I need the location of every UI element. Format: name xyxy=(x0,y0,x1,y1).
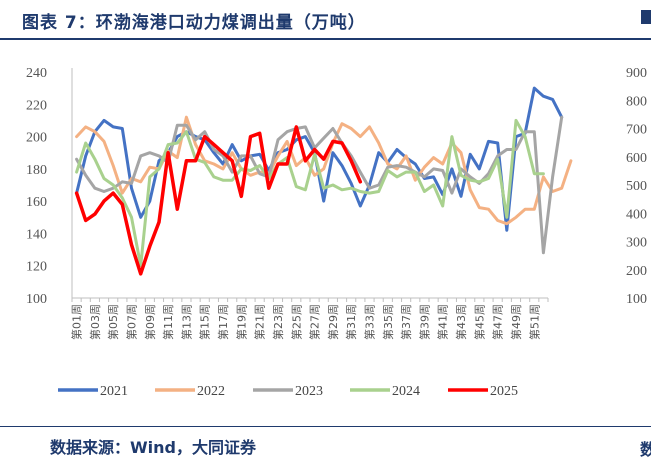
x-tick-label: 第29周 xyxy=(326,304,340,340)
x-tick-label: 第25周 xyxy=(289,304,303,340)
legend-label-2022: 2022 xyxy=(197,384,225,399)
x-tick-label: 第15周 xyxy=(198,304,212,340)
x-tick-label: 第51周 xyxy=(527,304,541,340)
series-line-2024 xyxy=(75,118,545,268)
x-tick-label: 第27周 xyxy=(308,304,322,340)
y-tick-label: 100 xyxy=(26,292,47,307)
y-tick-label: 160 xyxy=(26,195,47,210)
legend-label-2021: 2021 xyxy=(100,384,128,399)
right-axis-tick-label: 400 xyxy=(626,207,647,222)
y-tick-label: 220 xyxy=(26,98,47,113)
right-axis-tick-label: 900 xyxy=(626,66,647,81)
right-axis-tick-label: 700 xyxy=(626,123,647,138)
x-tick-label: 第35周 xyxy=(381,304,395,340)
line-chart: 100 120 140 160 180 200 220 240 100 200 300 400 500 6… xyxy=(26,66,647,399)
x-tick-label: 第19周 xyxy=(234,304,248,340)
x-tick-label: 第21周 xyxy=(253,304,267,340)
legend-label-2024: 2024 xyxy=(392,384,420,399)
right-axis-tick-label: 800 xyxy=(626,94,647,109)
y-tick-label: 200 xyxy=(26,131,47,146)
x-tick-label: 第13周 xyxy=(179,304,193,340)
y-tick-label: 240 xyxy=(26,66,47,81)
x-tick-label: 第01周 xyxy=(70,304,84,340)
x-tick-label: 第45周 xyxy=(472,304,486,340)
x-tick-label: 第11周 xyxy=(161,304,175,340)
y-tick-label: 120 xyxy=(26,260,47,275)
right-axis-tick-label: 500 xyxy=(626,179,647,194)
y-tick-label: 140 xyxy=(26,227,47,242)
x-tick-label: 第47周 xyxy=(491,304,505,340)
legend-label-2025: 2025 xyxy=(490,384,518,399)
source-rule xyxy=(0,426,651,427)
x-tick-label: 第49周 xyxy=(509,304,523,340)
x-tick-label: 第09周 xyxy=(143,304,157,340)
series-line-2022 xyxy=(75,115,573,226)
right-axis-tick-label: 200 xyxy=(626,264,647,279)
x-tick-label: 第39周 xyxy=(417,304,431,340)
next-source-fragment: 数 xyxy=(640,440,651,459)
x-tick-label: 第03周 xyxy=(88,304,102,340)
x-tick-label: 第05周 xyxy=(106,304,120,340)
chart-title: 图表 7：环渤海港口动力煤调出量（万吨） xyxy=(22,13,366,33)
x-tick-label: 第41周 xyxy=(436,304,450,340)
next-figure-fragment xyxy=(641,10,651,24)
y-tick-label: 180 xyxy=(26,163,47,178)
title-rule xyxy=(0,38,651,40)
series-line-2025 xyxy=(74,125,363,276)
right-axis-tick-label: 100 xyxy=(626,292,647,307)
x-tick-label: 第07周 xyxy=(125,304,139,340)
right-axis-tick-label: 600 xyxy=(626,151,647,166)
x-tick-label: 第31周 xyxy=(344,304,358,340)
x-tick-label: 第43周 xyxy=(454,304,468,340)
x-tick-label: 第37周 xyxy=(399,304,413,340)
right-axis-tick-label: 300 xyxy=(626,236,647,251)
x-tick-label: 第23周 xyxy=(271,304,285,340)
legend-label-2023: 2023 xyxy=(295,384,323,399)
x-tick-label: 第17周 xyxy=(216,304,230,340)
x-tick-label: 第33周 xyxy=(363,304,377,340)
data-source: 数据来源：Wind，大同证券 xyxy=(50,438,256,457)
